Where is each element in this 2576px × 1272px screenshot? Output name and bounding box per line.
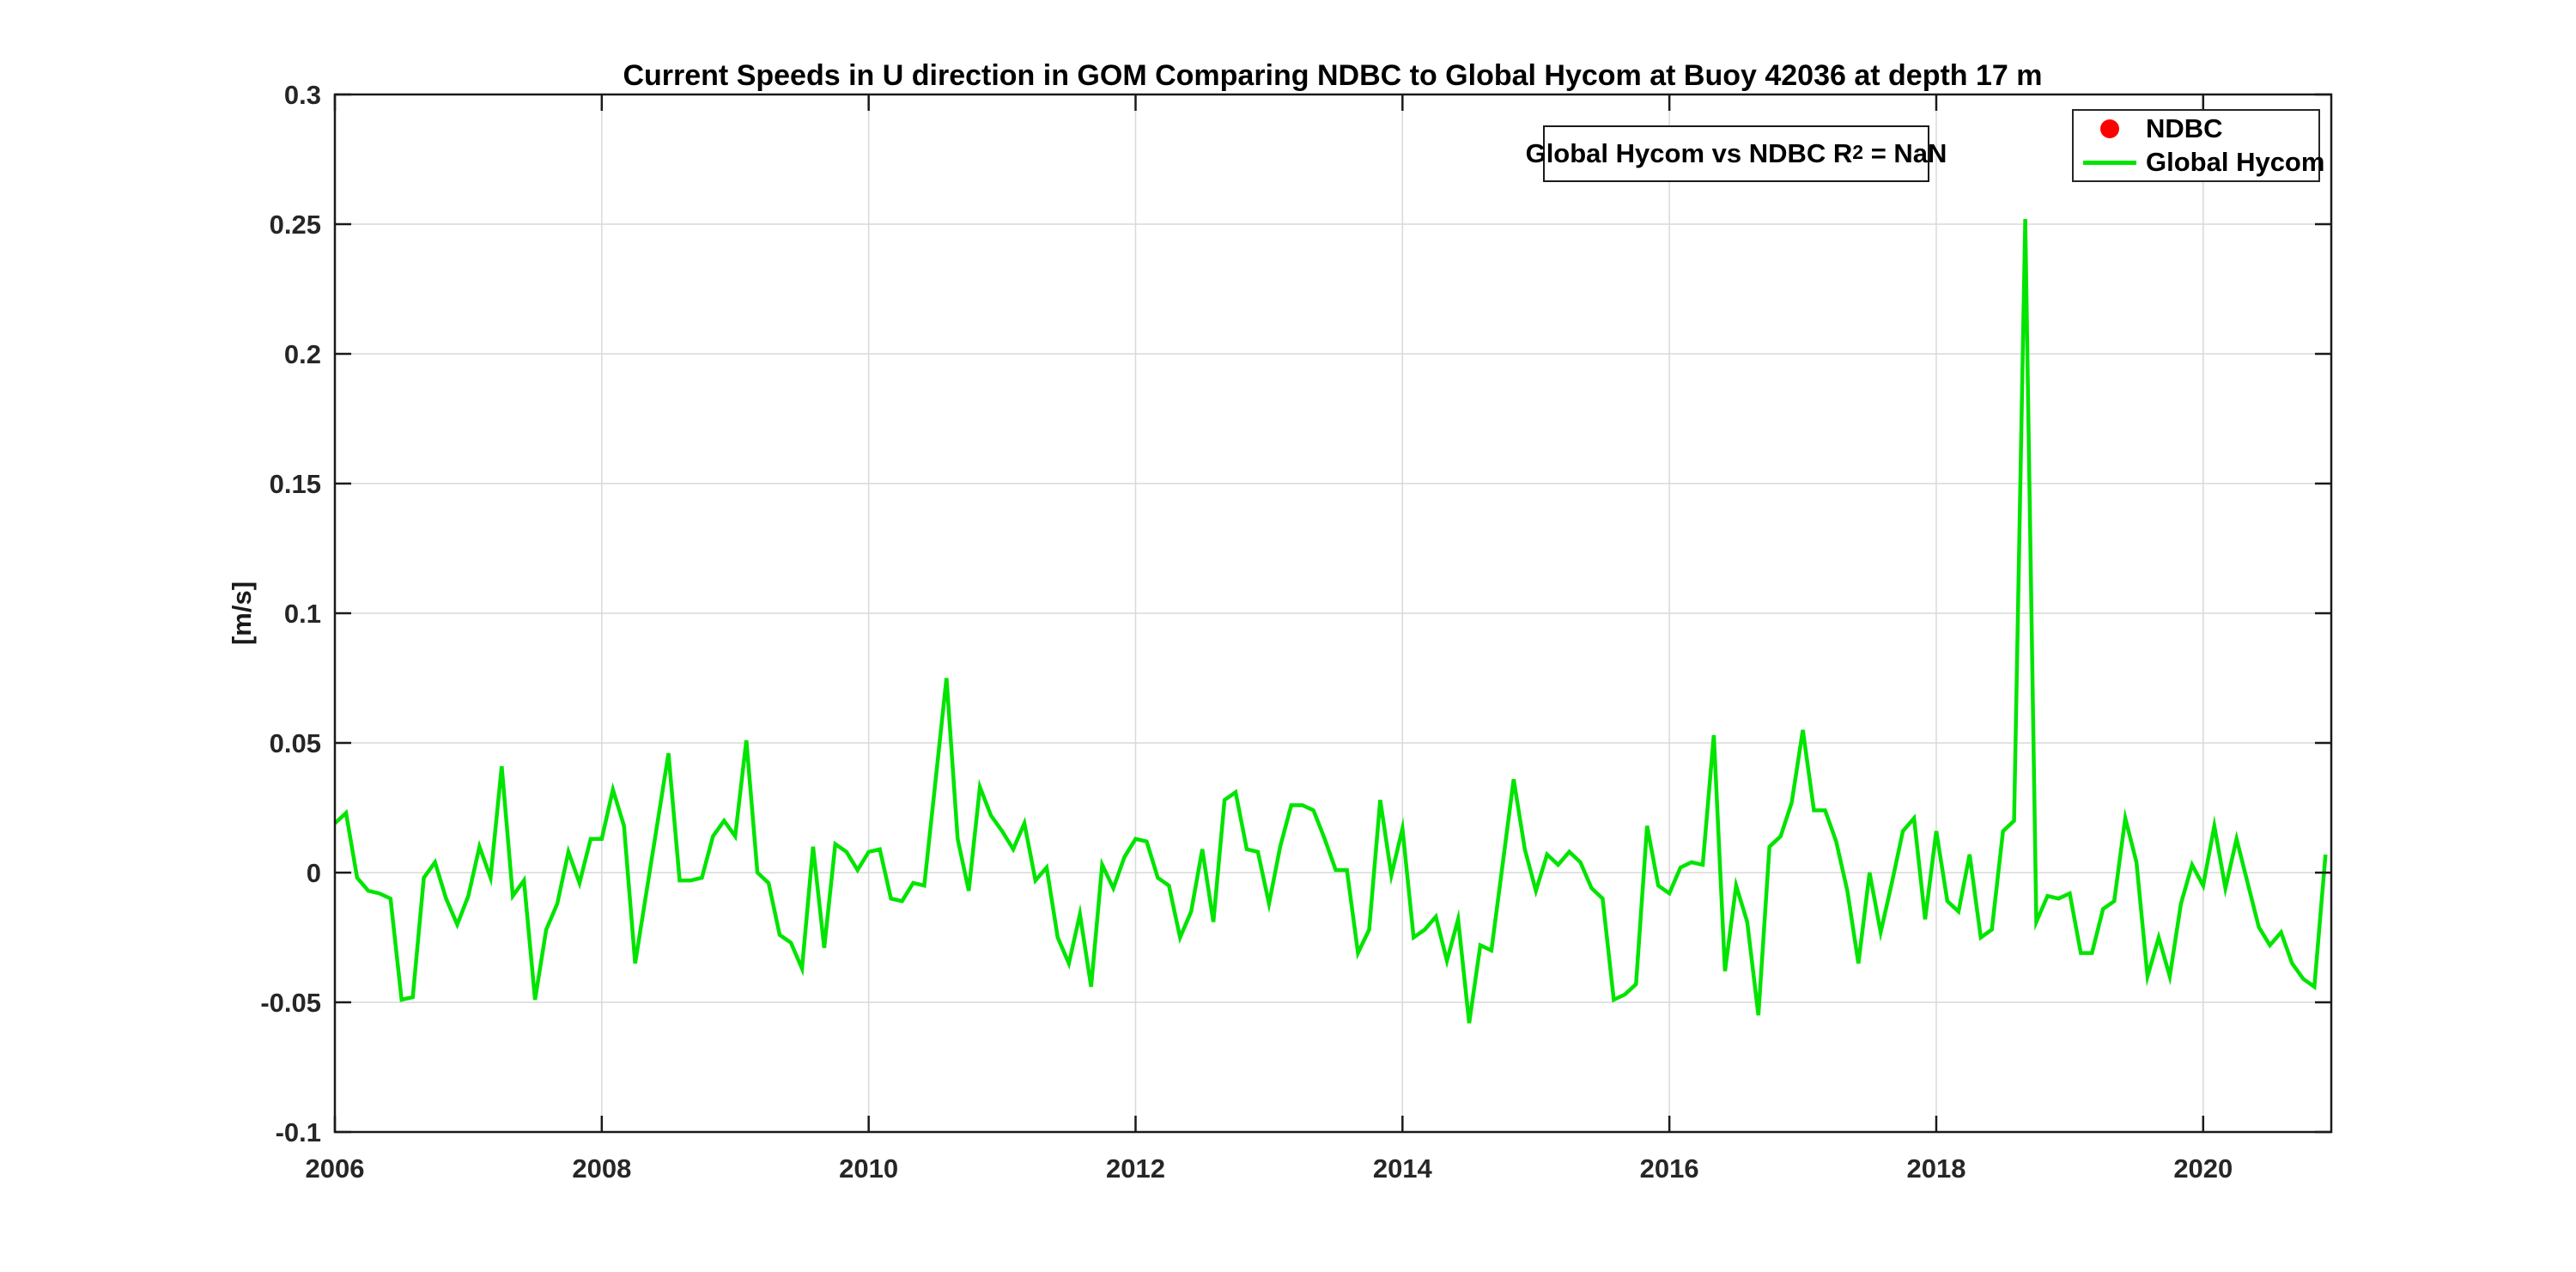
annotation-text: Global Hycom vs NDBC R	[1525, 138, 1853, 168]
red-dot-marker-icon	[2100, 119, 2119, 138]
data-series-layer	[333, 218, 2328, 1024]
x-tick-label: 2014	[1373, 1153, 1433, 1184]
y-tick-label: 0.2	[284, 339, 321, 369]
y-tick-label: 0.05	[270, 728, 321, 758]
x-tick-label: 2016	[1640, 1153, 1699, 1184]
legend-marker-cell	[2074, 160, 2146, 165]
y-tick-label: -0.1	[276, 1117, 321, 1147]
annotation-text-tail: = NaN	[1863, 138, 1947, 168]
global-hycom-line	[333, 218, 2328, 1024]
legend-item-global-hycom: Global Hycom	[2074, 146, 2324, 179]
x-tick-label: 2012	[1106, 1153, 1165, 1184]
y-tick-label: -0.05	[260, 988, 321, 1018]
x-tick-label: 2018	[1906, 1153, 1965, 1184]
legend-marker-cell	[2074, 119, 2146, 138]
axes-layer	[333, 93, 2333, 1134]
x-tick-label: 2006	[306, 1153, 365, 1184]
x-tick-label: 2020	[2173, 1153, 2233, 1184]
y-tick-label: 0.15	[270, 469, 321, 499]
chart-title: Current Speeds in U direction in GOM Com…	[623, 59, 2042, 92]
y-tick-label: 0.1	[284, 599, 321, 629]
tick-labels-layer: 2006 2008 2010 2012 2014 2016 2018 2020 -0.1 -0.0…	[260, 80, 2233, 1184]
legend-label-ndbc: NDBC	[2146, 113, 2223, 143]
x-tick-label: 2010	[839, 1153, 898, 1184]
legend-label-global-hycom: Global Hycom	[2146, 147, 2325, 178]
x-tick-label: 2008	[572, 1153, 631, 1184]
green-line-marker-icon	[2083, 160, 2136, 165]
y-tick-label: 0.3	[284, 80, 321, 110]
legend[interactable]: NDBC Global Hycom	[2072, 109, 2324, 182]
y-axis-label: [m/s]	[227, 581, 257, 645]
legend-item-ndbc: NDBC	[2074, 113, 2318, 145]
y-tick-label: 0	[307, 858, 321, 888]
y-tick-label: 0.25	[270, 210, 321, 240]
